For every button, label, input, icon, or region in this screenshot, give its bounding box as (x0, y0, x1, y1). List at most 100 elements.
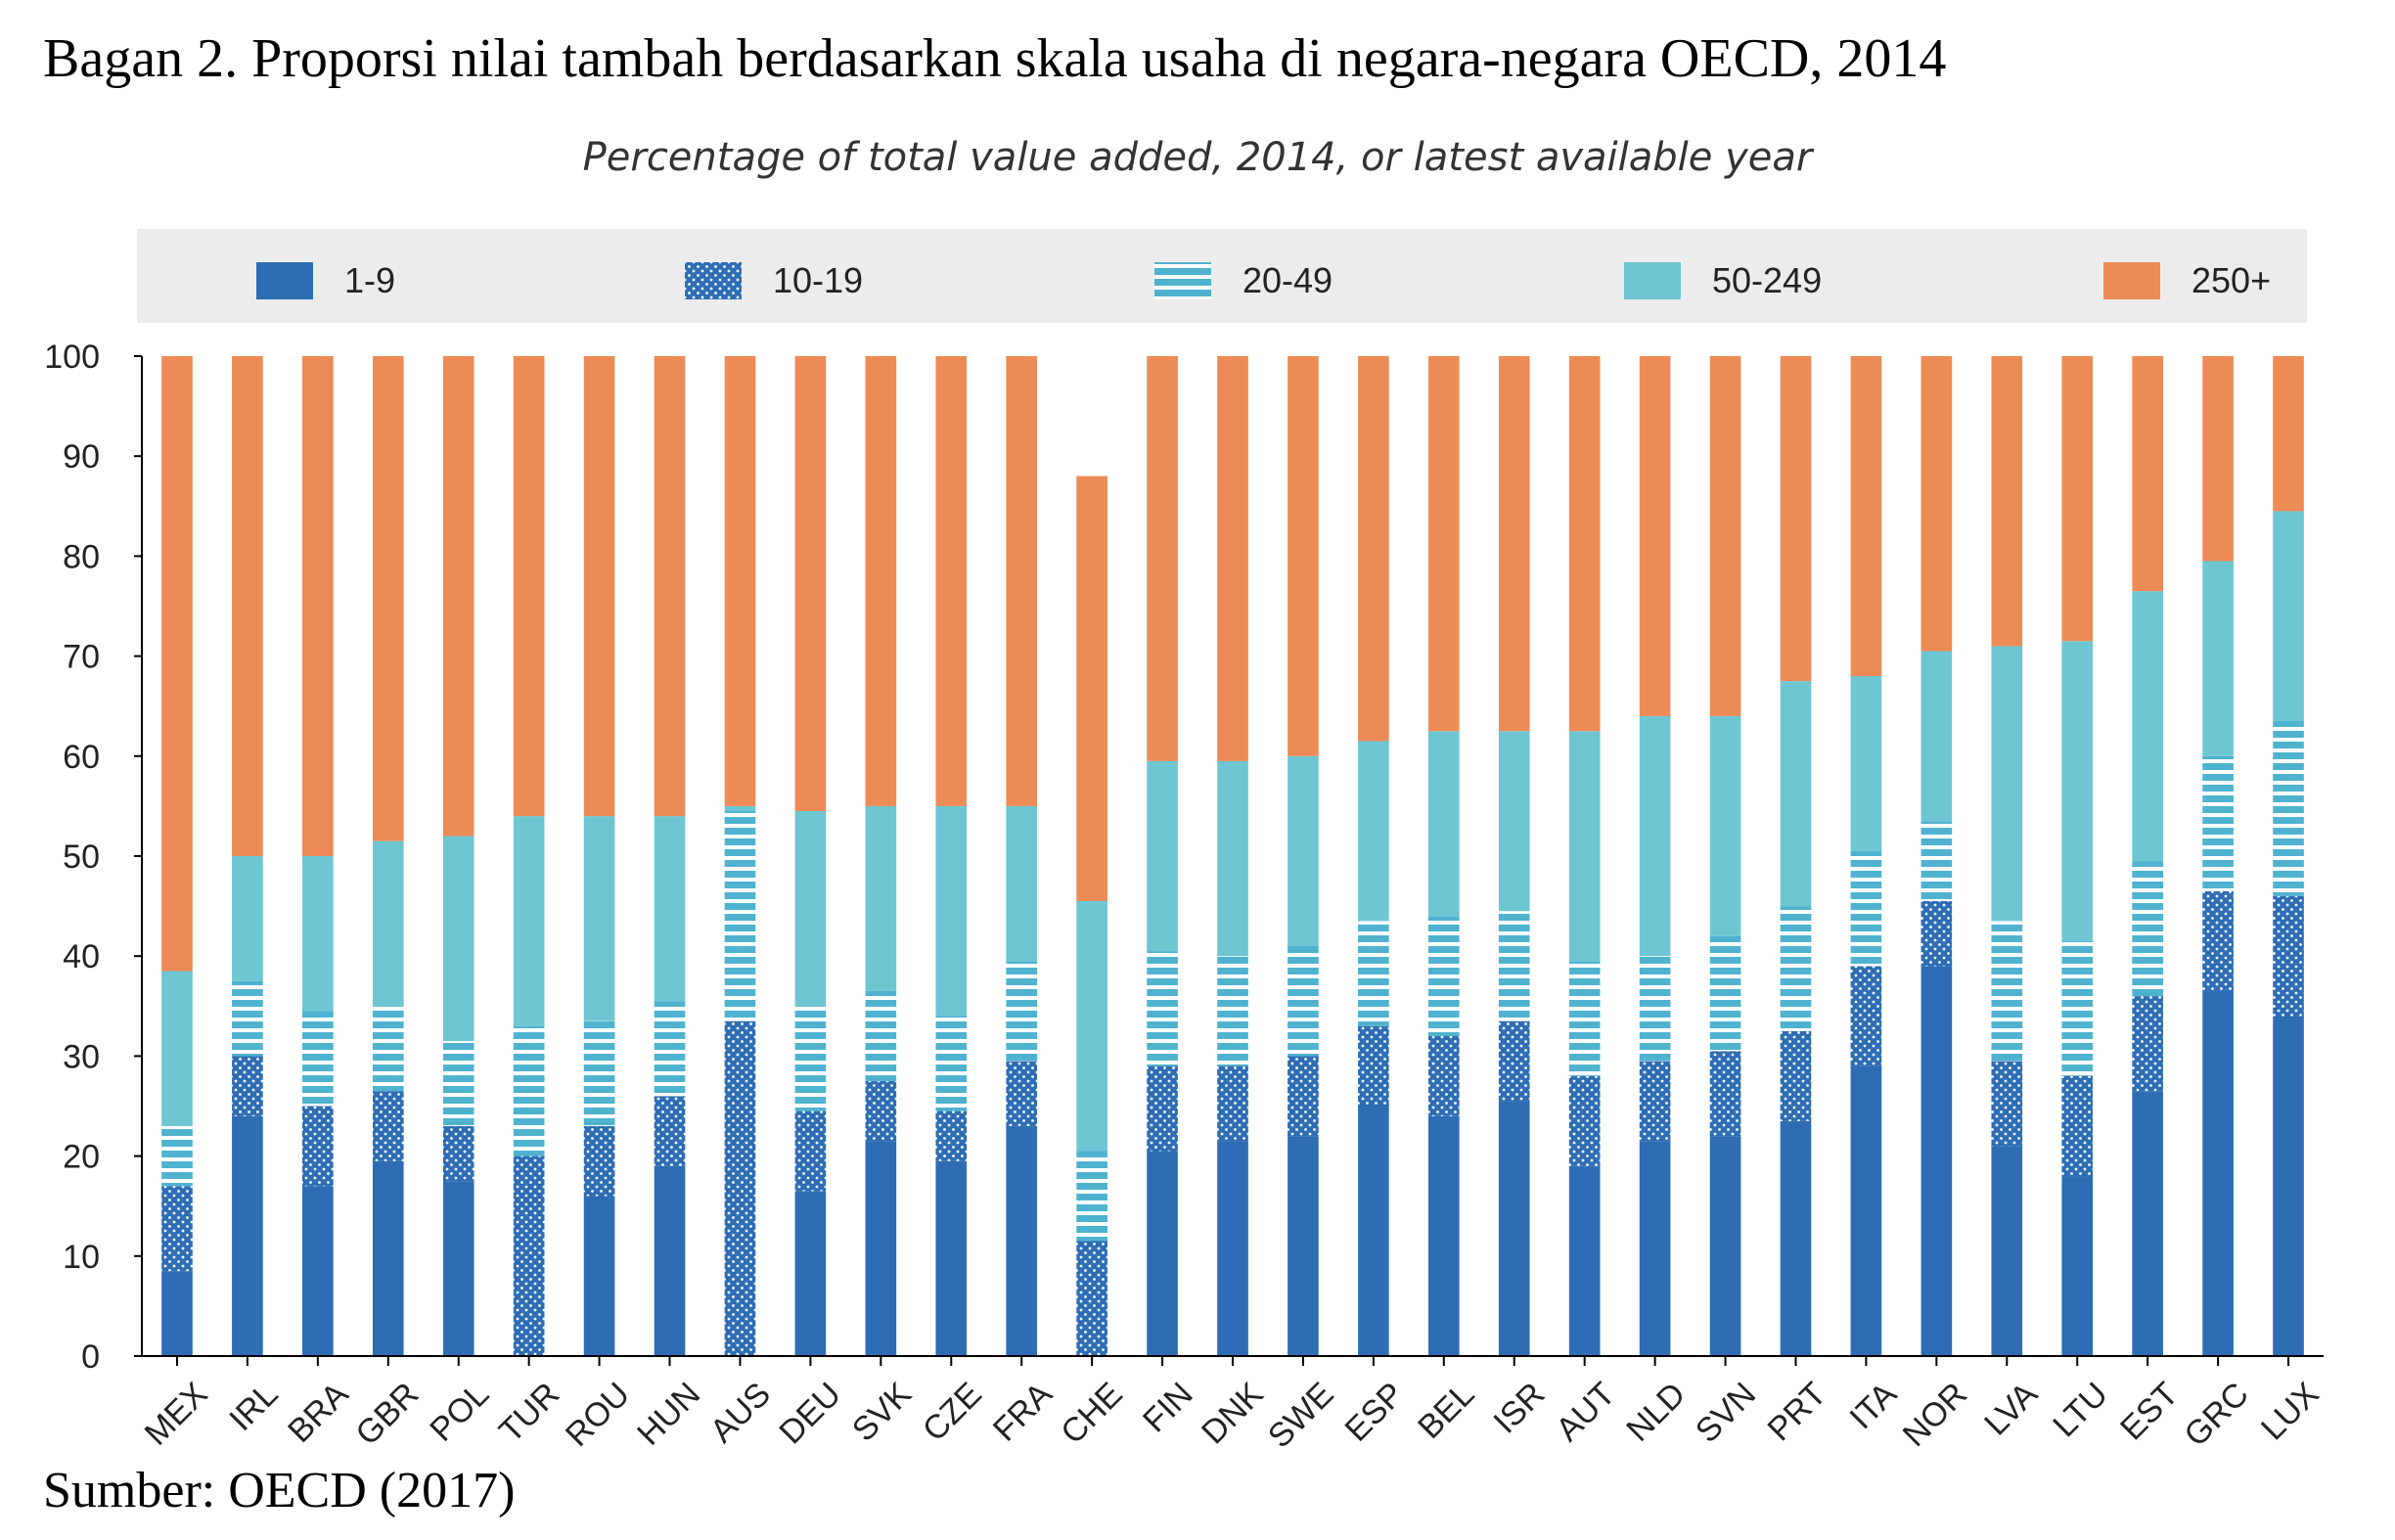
x-tick-label: CZE (916, 1376, 989, 1449)
x-tick-label: SWE (1261, 1376, 1341, 1456)
bar-segment-50-249 (1427, 731, 1460, 917)
bar-segment-20-49 (1006, 961, 1038, 1062)
bar-segment-50-249 (1006, 805, 1038, 962)
bar-tur (513, 356, 545, 1356)
bar-segment-50-249 (2132, 591, 2163, 862)
bar-svk (865, 356, 897, 1356)
bar-segment-10-19 (2202, 890, 2234, 991)
bar-segment-10-19 (724, 1020, 756, 1356)
legend-swatch (2103, 262, 2160, 299)
bar-segment-20-49 (372, 1006, 404, 1092)
bar-segment-50-249 (654, 816, 686, 1002)
bar-segment-250+ (302, 356, 334, 856)
bar-segment-10-19 (1498, 1020, 1530, 1102)
bar-ita (1850, 356, 1882, 1356)
bar-grc (2202, 356, 2234, 1356)
bar-segment-50-249 (724, 805, 756, 812)
bar-segment-20-49 (1991, 921, 2023, 1062)
y-axis: 0 10 20 30 40 50 60 70 80 90 100 (44, 339, 143, 1376)
x-tick-label: AUT (1549, 1376, 1622, 1449)
x-tick-label: AUS (703, 1376, 778, 1450)
bar-segment-20-49 (513, 1025, 545, 1156)
bar-mex (161, 356, 193, 1356)
bar-aut (1568, 356, 1601, 1356)
bar-segment-50-249 (583, 816, 615, 1021)
bar-segment-20-49 (583, 1020, 615, 1126)
bar-segment-10-19 (1709, 1051, 1741, 1137)
bar-segment-50-249 (2061, 641, 2094, 941)
y-tick-label: 80 (63, 538, 100, 575)
bar-segment-10-19 (654, 1096, 686, 1166)
bar-segment-250+ (513, 356, 545, 817)
bar-segment-1-9 (232, 1115, 263, 1356)
bar-segment-1-9 (1850, 1065, 1882, 1356)
bar-swe (1288, 356, 1319, 1356)
bar-segment-50-249 (232, 856, 263, 981)
x-tick-label: ISR (1486, 1376, 1552, 1441)
bar-segment-50-249 (935, 805, 968, 1017)
bar-irl (232, 356, 263, 1356)
bar-segment-250+ (232, 356, 263, 856)
x-tick-label: TUR (492, 1376, 566, 1450)
x-tick-label: PRT (1761, 1376, 1834, 1449)
bar-segment-50-249 (2273, 511, 2304, 722)
bar-segment-20-49 (1709, 935, 1741, 1052)
y-tick-label: 10 (63, 1239, 100, 1276)
bar-segment-10-19 (1850, 966, 1882, 1066)
bar-segment-20-49 (2132, 861, 2163, 997)
bar-segment-10-19 (232, 1056, 263, 1116)
bar-segment-10-19 (2273, 895, 2304, 1017)
bar-segment-20-49 (1568, 961, 1601, 1076)
bar-segment-50-249 (794, 811, 827, 1007)
bar-segment-50-249 (161, 971, 193, 1126)
bar-segment-1-9 (654, 1165, 686, 1356)
bar-lva (1991, 356, 2023, 1356)
bar-segment-10-19 (583, 1125, 615, 1197)
legend-item-50-249: 50-249 (1624, 260, 1822, 300)
x-tick-label: SVN (1689, 1376, 1763, 1450)
bar-segment-50-249 (372, 840, 404, 1007)
bar-segment-50-249 (1288, 755, 1319, 946)
bar-segment-50-249 (1991, 646, 2023, 922)
bar-segment-10-19 (372, 1091, 404, 1161)
x-tick-label: EST (2113, 1376, 2186, 1448)
bar-segment-10-19 (2132, 996, 2163, 1092)
y-tick-label: 30 (63, 1038, 100, 1075)
bar-segment-1-9 (1358, 1106, 1389, 1356)
bar-segment-250+ (1780, 356, 1812, 682)
x-tick-label: NLD (1619, 1376, 1693, 1449)
bar-segment-20-49 (794, 1006, 827, 1111)
bar-segment-20-49 (935, 1016, 968, 1111)
bar-segment-20-49 (1850, 850, 1882, 967)
bar-prt (1780, 356, 1812, 1356)
x-tick-label: MEX (138, 1376, 215, 1453)
bar-segment-1-9 (1991, 1146, 2023, 1356)
y-tick-label: 0 (81, 1338, 100, 1376)
bar-segment-50-249 (865, 805, 897, 991)
legend-label: 20-49 (1243, 260, 1333, 300)
bar-segment-10-19 (1288, 1056, 1319, 1137)
bar-fin (1147, 356, 1178, 1356)
bar-nld (1639, 356, 1671, 1356)
x-tick-label: CHE (1054, 1376, 1130, 1452)
bar-segment-250+ (583, 356, 615, 817)
bar-segment-10-19 (1568, 1075, 1601, 1166)
bar-segment-250+ (1709, 356, 1741, 716)
bar-che (1076, 476, 1107, 1356)
x-tick-label: HUN (630, 1376, 707, 1453)
bar-segment-50-249 (1076, 900, 1107, 1152)
bar-segment-250+ (1006, 356, 1038, 806)
source-note: Sumber: OECD (2017) (43, 1463, 516, 1518)
bar-segment-250+ (865, 356, 897, 806)
bar-segment-10-19 (794, 1110, 827, 1192)
bar-segment-1-9 (372, 1160, 404, 1356)
x-tick-label: DNK (1195, 1376, 1271, 1452)
bar-segment-10-19 (1991, 1061, 2023, 1147)
bar-segment-1-9 (2061, 1176, 2094, 1356)
x-tick-label: NOR (1896, 1376, 1974, 1454)
bar-segment-250+ (1991, 356, 2023, 647)
bar-segment-20-49 (2273, 721, 2304, 896)
bar-segment-1-9 (2202, 990, 2234, 1356)
bar-segment-250+ (372, 356, 404, 841)
bar-segment-250+ (161, 356, 193, 972)
